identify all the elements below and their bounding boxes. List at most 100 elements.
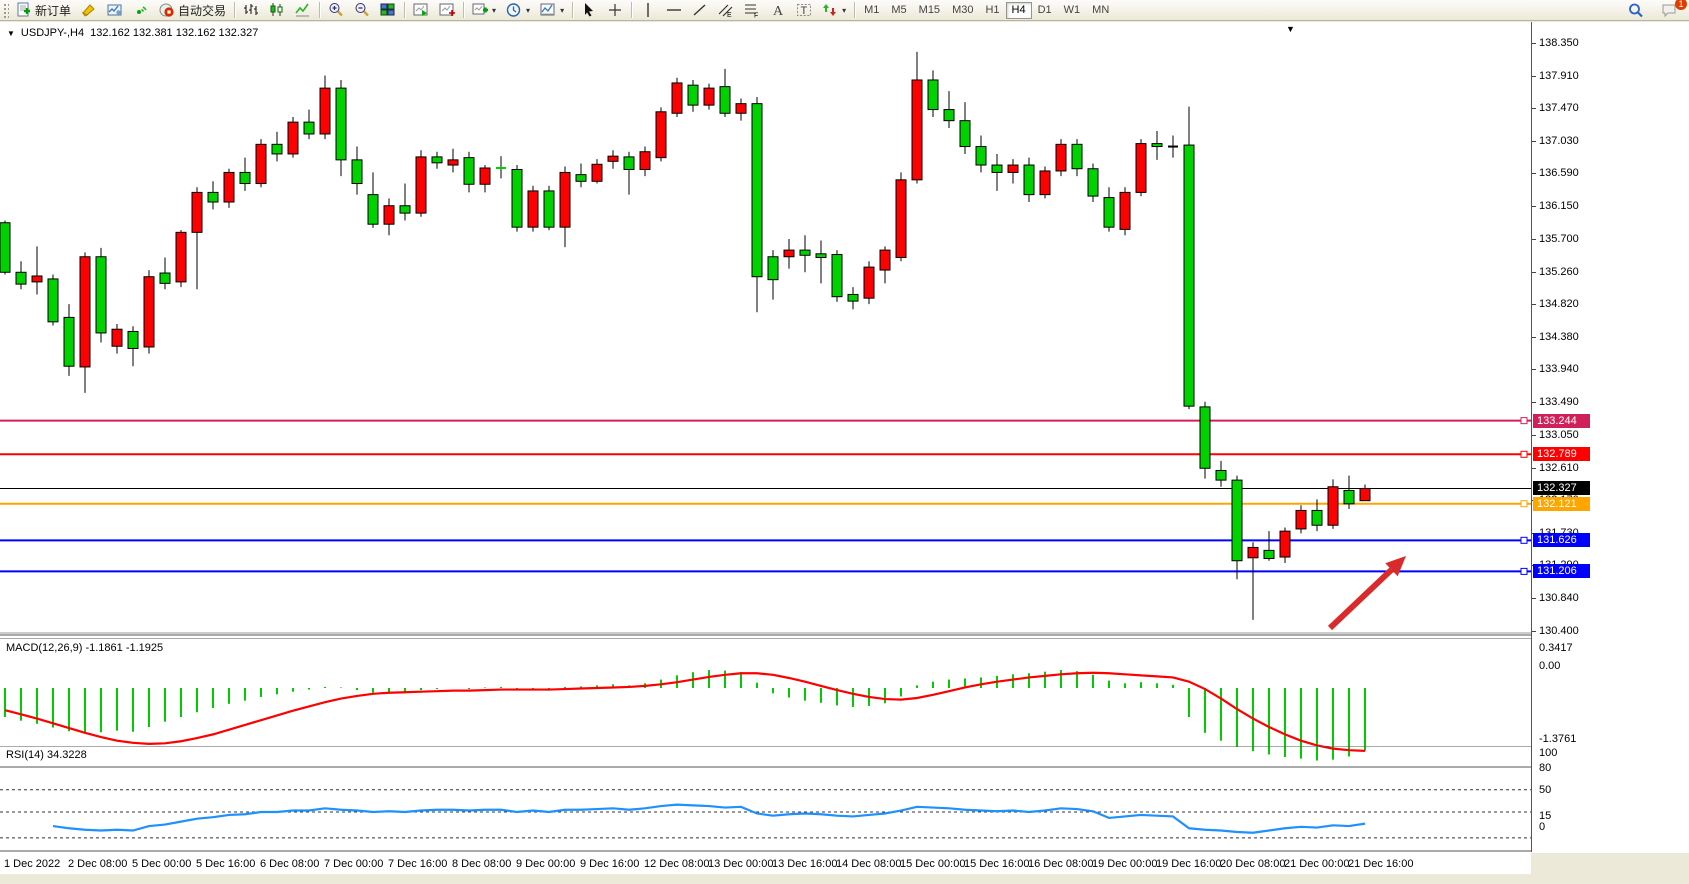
candle bbox=[783, 249, 795, 258]
chevron-down-icon[interactable]: ▾ bbox=[492, 5, 497, 15]
chat-button[interactable]: 1 bbox=[1657, 0, 1687, 20]
timeframe-h1-button[interactable]: H1 bbox=[985, 4, 1000, 16]
timeframe-m30-button[interactable]: M30 bbox=[952, 4, 974, 16]
candle bbox=[815, 253, 827, 258]
svg-text:A: A bbox=[773, 4, 784, 18]
arrows-button[interactable]: ▾ bbox=[817, 1, 851, 20]
rsi-pane[interactable] bbox=[0, 746, 1531, 852]
bar-chart-button[interactable] bbox=[238, 1, 264, 20]
time-axis-label: 20 Dec 08:00 bbox=[1220, 858, 1286, 870]
timeframe-d1-button[interactable]: D1 bbox=[1037, 4, 1052, 16]
price-tick-label: 136.590 bbox=[1539, 167, 1579, 180]
autotrading-button[interactable]: 自动交易 bbox=[154, 1, 231, 20]
text-button[interactable]: A bbox=[765, 1, 791, 20]
hline-handle[interactable] bbox=[1520, 450, 1528, 458]
template-button[interactable]: ▾ bbox=[535, 1, 569, 20]
candle bbox=[1263, 549, 1275, 560]
tile-windows-icon bbox=[380, 3, 395, 16]
candle bbox=[607, 155, 619, 162]
toolbar-separator bbox=[234, 2, 236, 18]
price-tick-label: 137.030 bbox=[1539, 134, 1579, 147]
chart-ohlc-values: 132.162 132.381 132.162 132.327 bbox=[90, 27, 259, 39]
price-level-badge: 133.244 bbox=[1533, 413, 1590, 428]
axis-tick bbox=[1532, 239, 1536, 240]
rsi-axis-label: 15 bbox=[1539, 809, 1552, 822]
candle bbox=[911, 79, 923, 181]
signals-button[interactable] bbox=[128, 1, 154, 20]
hline-handle[interactable] bbox=[1520, 536, 1528, 544]
hline-handle[interactable] bbox=[1520, 567, 1528, 575]
zoom-out-button[interactable] bbox=[349, 1, 375, 20]
fibonacci-button[interactable]: F bbox=[739, 1, 765, 20]
axis-tick bbox=[1532, 369, 1536, 371]
candle bbox=[687, 84, 699, 106]
new-chart-icon bbox=[472, 3, 489, 15]
search-button[interactable] bbox=[1623, 1, 1649, 20]
label-button[interactable]: T bbox=[791, 1, 817, 20]
timeframe-m15-button[interactable]: M15 bbox=[918, 4, 941, 16]
candle bbox=[1359, 487, 1371, 502]
candle bbox=[367, 194, 379, 225]
crosshair-button[interactable] bbox=[602, 1, 628, 20]
candle bbox=[335, 87, 347, 161]
price-tick-label: 133.490 bbox=[1539, 396, 1579, 409]
rsi-indicator-label: RSI(14) 34.3228 bbox=[6, 749, 87, 761]
candle bbox=[1215, 470, 1227, 481]
hline-handle[interactable] bbox=[1520, 417, 1528, 425]
annotation-arrow[interactable] bbox=[1327, 567, 1394, 631]
timeframe-h4-button[interactable]: H4 bbox=[1005, 1, 1032, 19]
market-watch-button[interactable] bbox=[102, 1, 128, 20]
template-icon bbox=[540, 3, 555, 16]
time-axis-label: 9 Dec 00:00 bbox=[516, 858, 576, 870]
chevron-down-icon[interactable]: ▾ bbox=[526, 5, 531, 15]
new-chart-button[interactable]: ▾ bbox=[467, 1, 501, 20]
price-tick-label: 136.150 bbox=[1539, 199, 1579, 212]
candle-chart-button[interactable] bbox=[264, 1, 290, 20]
channel-button[interactable]: E bbox=[713, 1, 739, 20]
vline-button[interactable] bbox=[635, 1, 661, 20]
time-axis-label: 16 Dec 08:00 bbox=[1028, 858, 1094, 870]
annotation-arrow-head[interactable] bbox=[1385, 556, 1406, 577]
cursor-button[interactable] bbox=[576, 1, 602, 20]
candle bbox=[303, 121, 315, 135]
hline-handle[interactable] bbox=[1520, 500, 1528, 508]
text-icon: A bbox=[773, 4, 784, 18]
collapse-arrow-icon[interactable]: ▼ bbox=[7, 28, 15, 38]
period-button[interactable]: ▾ bbox=[501, 1, 535, 20]
tile-windows-button[interactable] bbox=[375, 1, 401, 20]
clock-icon bbox=[506, 3, 521, 17]
line-chart-button[interactable] bbox=[290, 1, 316, 20]
chart-plot-area[interactable]: ▼ USDJPY-,H4 132.162 132.381 132.162 132… bbox=[0, 22, 1531, 852]
chevron-down-icon[interactable]: ▾ bbox=[560, 5, 565, 15]
search-icon bbox=[1629, 3, 1643, 17]
svg-text:T: T bbox=[801, 5, 808, 17]
candle bbox=[895, 179, 907, 258]
timeframe-w1-button[interactable]: W1 bbox=[1063, 4, 1081, 16]
axis-tick bbox=[1532, 173, 1536, 175]
chevron-down-icon[interactable]: ▾ bbox=[842, 5, 847, 15]
macd-pane[interactable] bbox=[0, 638, 1531, 768]
candle bbox=[799, 249, 811, 256]
profile-chart-icon bbox=[107, 4, 122, 16]
price-axis[interactable]: 138.350 137.910 137.470 137.030 136.590 136.1… bbox=[1531, 22, 1689, 852]
trendline-button[interactable] bbox=[687, 1, 713, 20]
toolbar-separator bbox=[463, 2, 465, 18]
auto-scroll-button[interactable] bbox=[408, 1, 434, 20]
zoom-in-button[interactable] bbox=[323, 1, 349, 20]
signal-icon bbox=[137, 6, 147, 14]
chart-shift-button[interactable] bbox=[434, 1, 460, 20]
highlighter-button[interactable] bbox=[76, 1, 102, 20]
toolbar-separator bbox=[319, 2, 321, 18]
toolbar: 新订单 自动交易 ▾ ▾ ▾ E F A T ▾ M1 M5 M15 M30 H1 H4 D1 W1 MN 1 bbox=[0, 0, 1689, 21]
price-pane[interactable] bbox=[0, 22, 1531, 636]
new-order-button[interactable]: 新订单 bbox=[11, 1, 76, 20]
macd-axis-label: -1.3761 bbox=[1539, 732, 1577, 745]
hline-button[interactable] bbox=[661, 1, 687, 20]
time-axis-label: 1 Dec 2022 bbox=[4, 858, 61, 870]
timeframe-m5-button[interactable]: M5 bbox=[891, 4, 907, 16]
price-tick-label: 135.700 bbox=[1539, 233, 1579, 245]
time-axis-label: 9 Dec 16:00 bbox=[580, 858, 640, 870]
chart-shift-marker-icon[interactable]: ▼ bbox=[1286, 24, 1295, 34]
timeframe-m1-button[interactable]: M1 bbox=[864, 4, 880, 16]
timeframe-mn-button[interactable]: MN bbox=[1092, 4, 1110, 16]
